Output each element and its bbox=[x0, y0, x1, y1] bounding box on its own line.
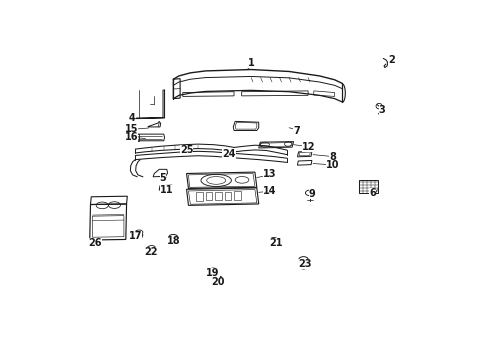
Text: 24: 24 bbox=[222, 149, 236, 159]
Text: 4: 4 bbox=[128, 113, 135, 123]
Text: 5: 5 bbox=[160, 173, 167, 183]
Bar bbox=[359, 180, 378, 193]
Text: 2: 2 bbox=[388, 55, 395, 65]
Text: 14: 14 bbox=[263, 186, 276, 196]
Text: 17: 17 bbox=[128, 231, 142, 241]
Text: 18: 18 bbox=[167, 235, 180, 246]
Text: 16: 16 bbox=[125, 132, 138, 143]
Text: 3: 3 bbox=[379, 105, 386, 115]
Text: 9: 9 bbox=[309, 189, 315, 199]
Text: 11: 11 bbox=[160, 185, 173, 195]
Text: 19: 19 bbox=[206, 268, 220, 278]
Text: 23: 23 bbox=[298, 258, 312, 269]
Text: 25: 25 bbox=[180, 145, 194, 155]
Text: 10: 10 bbox=[326, 160, 340, 170]
Text: 15: 15 bbox=[125, 124, 138, 134]
Text: 7: 7 bbox=[294, 126, 300, 135]
Text: 8: 8 bbox=[329, 152, 336, 162]
Text: 6: 6 bbox=[369, 188, 376, 198]
Text: 13: 13 bbox=[263, 169, 276, 179]
Text: 21: 21 bbox=[269, 238, 283, 248]
Text: 12: 12 bbox=[302, 142, 316, 152]
Text: 22: 22 bbox=[145, 247, 158, 257]
Text: 1: 1 bbox=[248, 58, 254, 68]
Text: 26: 26 bbox=[89, 238, 102, 248]
Text: 20: 20 bbox=[211, 277, 225, 287]
